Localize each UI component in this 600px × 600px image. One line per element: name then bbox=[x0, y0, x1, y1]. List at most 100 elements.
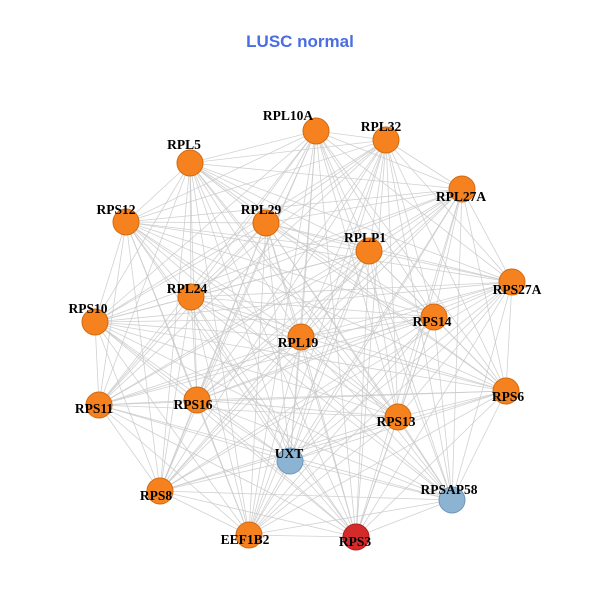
graph-edge bbox=[315, 130, 463, 190]
graph-edge bbox=[190, 296, 453, 501]
graph-edge bbox=[433, 188, 463, 318]
graph-edge bbox=[159, 336, 302, 492]
graph-node-RPS3 bbox=[342, 523, 370, 551]
graph-edge bbox=[300, 336, 507, 392]
graph-edge bbox=[385, 139, 507, 392]
graph-edge bbox=[397, 390, 507, 418]
graph-edge bbox=[265, 222, 513, 283]
graph-edge bbox=[248, 390, 507, 536]
graph-edge bbox=[265, 222, 357, 538]
graph-edge bbox=[98, 316, 435, 406]
graph-edge bbox=[300, 336, 453, 501]
graph-edge bbox=[196, 250, 370, 401]
graph-edge bbox=[385, 139, 399, 418]
graph-node-RPL32 bbox=[372, 126, 400, 154]
graph-edge bbox=[98, 404, 250, 536]
graph-edge bbox=[248, 188, 463, 536]
node-label-RPS8: RPS8 bbox=[140, 488, 173, 503]
graph-edge bbox=[451, 281, 513, 501]
graph-edge bbox=[315, 130, 507, 392]
graph-edge bbox=[98, 336, 302, 406]
graph-edge bbox=[98, 404, 399, 418]
graph-edge bbox=[98, 399, 198, 406]
node-label-RPS3: RPS3 bbox=[339, 534, 372, 549]
node-label-RPS12: RPS12 bbox=[96, 202, 135, 217]
graph-edge bbox=[94, 281, 513, 323]
graph-edge bbox=[190, 296, 357, 538]
graph-edge bbox=[190, 296, 198, 401]
graph-edge bbox=[300, 188, 463, 338]
graph-edge bbox=[289, 460, 453, 501]
graph-node-RPL27A bbox=[448, 175, 476, 203]
graph-edge bbox=[189, 139, 387, 164]
graph-edge bbox=[190, 296, 435, 318]
graph-edge bbox=[433, 316, 453, 501]
graph-edge bbox=[125, 139, 387, 223]
graph-edge bbox=[190, 281, 513, 298]
node-label-EEF1B2: EEF1B2 bbox=[221, 532, 270, 547]
graph-edge bbox=[125, 162, 191, 223]
graph-edge bbox=[159, 139, 387, 492]
graph-edge bbox=[94, 316, 435, 323]
graph-edge bbox=[190, 188, 463, 298]
graph-edge bbox=[94, 321, 302, 338]
graph-edge bbox=[385, 139, 513, 283]
node-label-RPSAP58: RPSAP58 bbox=[421, 482, 478, 497]
graph-edge bbox=[289, 416, 399, 462]
graph-edge bbox=[289, 188, 463, 462]
graph-node-EEF1B2 bbox=[235, 521, 263, 549]
graph-edge bbox=[196, 281, 513, 401]
graph-edge bbox=[300, 316, 435, 338]
node-label-RPL10A: RPL10A bbox=[263, 108, 314, 123]
graph-edge bbox=[265, 222, 453, 501]
graph-edge bbox=[265, 222, 507, 392]
graph-edge bbox=[98, 188, 463, 406]
graph-edge bbox=[94, 221, 127, 323]
node-label-RPS27A: RPS27A bbox=[493, 282, 542, 297]
graph-edge bbox=[94, 296, 192, 323]
graph-edge bbox=[196, 139, 387, 401]
graph-edge bbox=[289, 139, 387, 462]
graph-edge bbox=[125, 221, 513, 283]
graph-node-RPS13 bbox=[384, 403, 412, 431]
graph-edge bbox=[385, 139, 463, 190]
graph-edge bbox=[190, 130, 317, 298]
graph-edge bbox=[94, 321, 453, 501]
graph-node-RPS11 bbox=[85, 391, 113, 419]
graph-edge bbox=[125, 188, 463, 223]
graph-edge bbox=[265, 188, 463, 224]
graph-edge bbox=[289, 316, 435, 462]
graph-edge bbox=[159, 316, 435, 492]
node-label-RPS14: RPS14 bbox=[412, 314, 451, 329]
graph-edge bbox=[315, 130, 370, 252]
graph-edge bbox=[368, 250, 453, 501]
graph-edge bbox=[196, 188, 463, 401]
graph-edge bbox=[368, 188, 463, 252]
graph-node-RPL29 bbox=[252, 209, 280, 237]
graph-edge bbox=[94, 139, 387, 323]
graph-edge bbox=[159, 490, 453, 501]
graph-node-RPL24 bbox=[177, 283, 205, 311]
graph-edge bbox=[248, 316, 435, 536]
graph-edge bbox=[265, 222, 370, 252]
node-label-RPS13: RPS13 bbox=[376, 414, 415, 429]
graph-node-RPL19 bbox=[287, 323, 315, 351]
graph-edge bbox=[159, 250, 370, 492]
graph-edge bbox=[94, 130, 317, 323]
graph-edge bbox=[461, 188, 513, 283]
node-label-RPL5: RPL5 bbox=[167, 137, 201, 152]
graph-edge bbox=[98, 250, 370, 406]
graph-edge bbox=[196, 316, 435, 401]
graph-edge bbox=[355, 416, 399, 538]
graph-node-RPS27A bbox=[498, 268, 526, 296]
node-label-RPL24: RPL24 bbox=[167, 281, 208, 296]
graph-edge bbox=[196, 399, 250, 536]
node-label-RPS10: RPS10 bbox=[68, 301, 107, 316]
graph-edge bbox=[196, 399, 453, 501]
graph-node-RPS10 bbox=[81, 308, 109, 336]
graph-edge bbox=[159, 162, 191, 492]
graph-edge bbox=[248, 250, 370, 536]
graph-edge bbox=[355, 281, 513, 538]
graph-node-RPS8 bbox=[146, 477, 174, 505]
